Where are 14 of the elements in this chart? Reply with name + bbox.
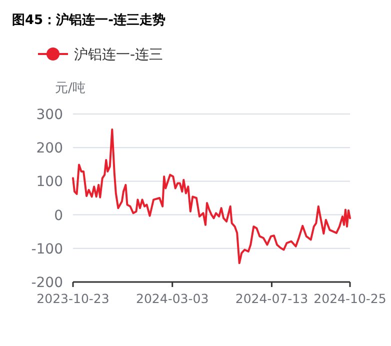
x-tick-label: 2023-10-23 xyxy=(36,291,110,306)
line-series xyxy=(72,128,351,264)
legend-label: 沪铝连一-连三 xyxy=(74,47,164,63)
y-tick-label: 200 xyxy=(36,140,63,157)
y-tick-label: 100 xyxy=(36,174,63,190)
x-tick-label: 2024-07-13 xyxy=(235,291,308,306)
y-tick-label: -200 xyxy=(31,275,63,291)
y-axis-title: 元/吨 xyxy=(55,81,86,96)
y-tick-label: -100 xyxy=(31,241,63,258)
y-tick-label: 0 xyxy=(54,208,63,224)
x-tick-label: 2024-10-25 xyxy=(314,291,386,306)
x-tick-label: 2024-03-03 xyxy=(136,291,209,306)
y-tick-label: 300 xyxy=(36,107,63,123)
chart-title: 图45：沪铝连一-连三走势 xyxy=(12,12,166,28)
